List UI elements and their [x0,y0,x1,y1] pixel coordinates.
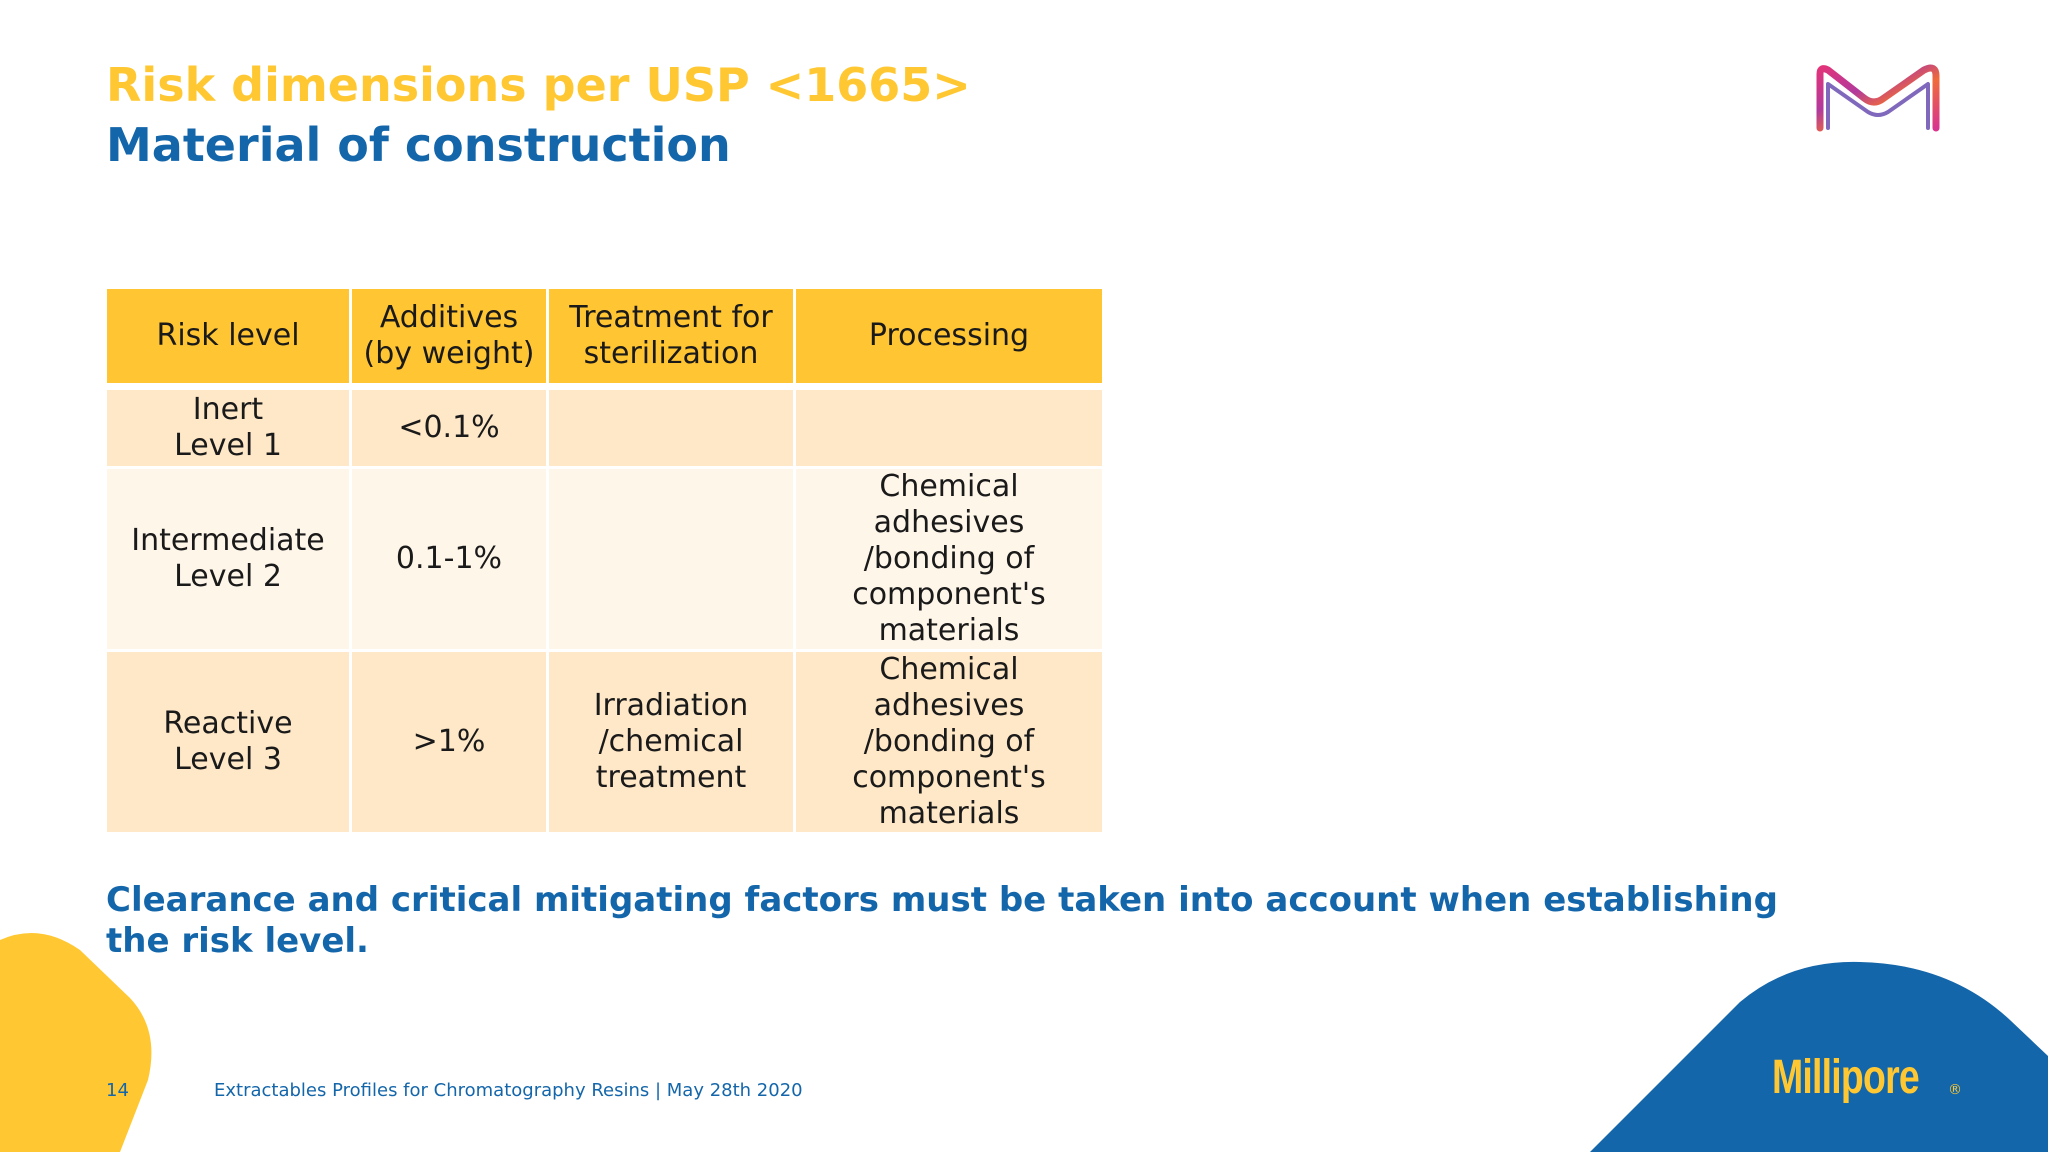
cell-line: Level 1 [174,428,282,463]
decorative-blue-shape [1590,961,2048,1152]
registered-mark: ® [1948,1082,1962,1098]
slide-title: Risk dimensions per USP <1665> [106,58,971,112]
cell-line: Risk level [156,318,300,353]
cell-line: (by weight) [363,336,535,371]
cell-treatment: Irradiation /chemical treatment [546,649,796,835]
cell-line: /chemical [598,724,744,759]
cell-line: Irradiation [593,688,749,723]
millipore-wordmark: Millipore [1772,1051,1920,1104]
cell-additives: <0.1% [349,387,549,469]
cell-additives: 0.1-1% [349,466,549,652]
cell-line: materials [878,796,1020,831]
mitigation-note: Clearance and critical mitigating factor… [106,880,1778,961]
table-row: Intermediate Level 2 0.1-1% Chemical adh… [104,466,1105,652]
cell-line: Level 3 [174,742,282,777]
slide-subtitle: Material of construction [106,118,731,172]
cell-line: /bonding of [863,541,1035,576]
cell-line: Inert [192,392,264,427]
cell-line: Treatment for [569,300,773,335]
cell-line: Chemical adhesives [873,652,1025,723]
header-treatment: Treatment for sterilization [546,286,796,386]
cell-processing: Chemical adhesives /bonding of component… [793,466,1105,652]
cell-line: Reactive [163,706,293,741]
header-separator [105,384,1104,389]
cell-line: treatment [595,760,747,795]
cell-line: component's [852,760,1046,795]
cell-line: Level 2 [174,559,282,594]
cell-processing [793,387,1105,469]
page-number: 14 [106,1080,129,1101]
table-row: Reactive Level 3 >1% Irradiation /chemic… [104,649,1105,835]
cell-treatment [546,466,796,652]
decorative-yellow-shape [0,932,152,1152]
cell-line: Chemical adhesives [873,469,1025,540]
merck-m-logo-icon [1816,64,1940,132]
cell-line: sterilization [583,336,759,371]
header-risk-level: Risk level [104,286,352,386]
cell-line: materials [878,613,1020,648]
cell-risk: Inert Level 1 [104,387,352,469]
cell-processing: Chemical adhesives /bonding of component… [793,649,1105,835]
risk-table: Risk level Additives (by weight) Treatme… [104,286,1105,835]
cell-line: component's [852,577,1046,612]
cell-line: /bonding of [863,724,1035,759]
cell-line: Intermediate [131,523,325,558]
cell-treatment [546,387,796,469]
cell-risk: Intermediate Level 2 [104,466,352,652]
cell-additives: >1% [349,649,549,835]
cell-line: Additives [379,300,519,335]
footer-text: Extractables Profiles for Chromatography… [214,1080,803,1101]
table-header-row: Risk level Additives (by weight) Treatme… [104,286,1105,386]
table-row: Inert Level 1 <0.1% [104,387,1105,469]
header-additives: Additives (by weight) [349,286,549,386]
cell-risk: Reactive Level 3 [104,649,352,835]
cell-line: Processing [868,318,1030,353]
header-processing: Processing [793,286,1105,386]
